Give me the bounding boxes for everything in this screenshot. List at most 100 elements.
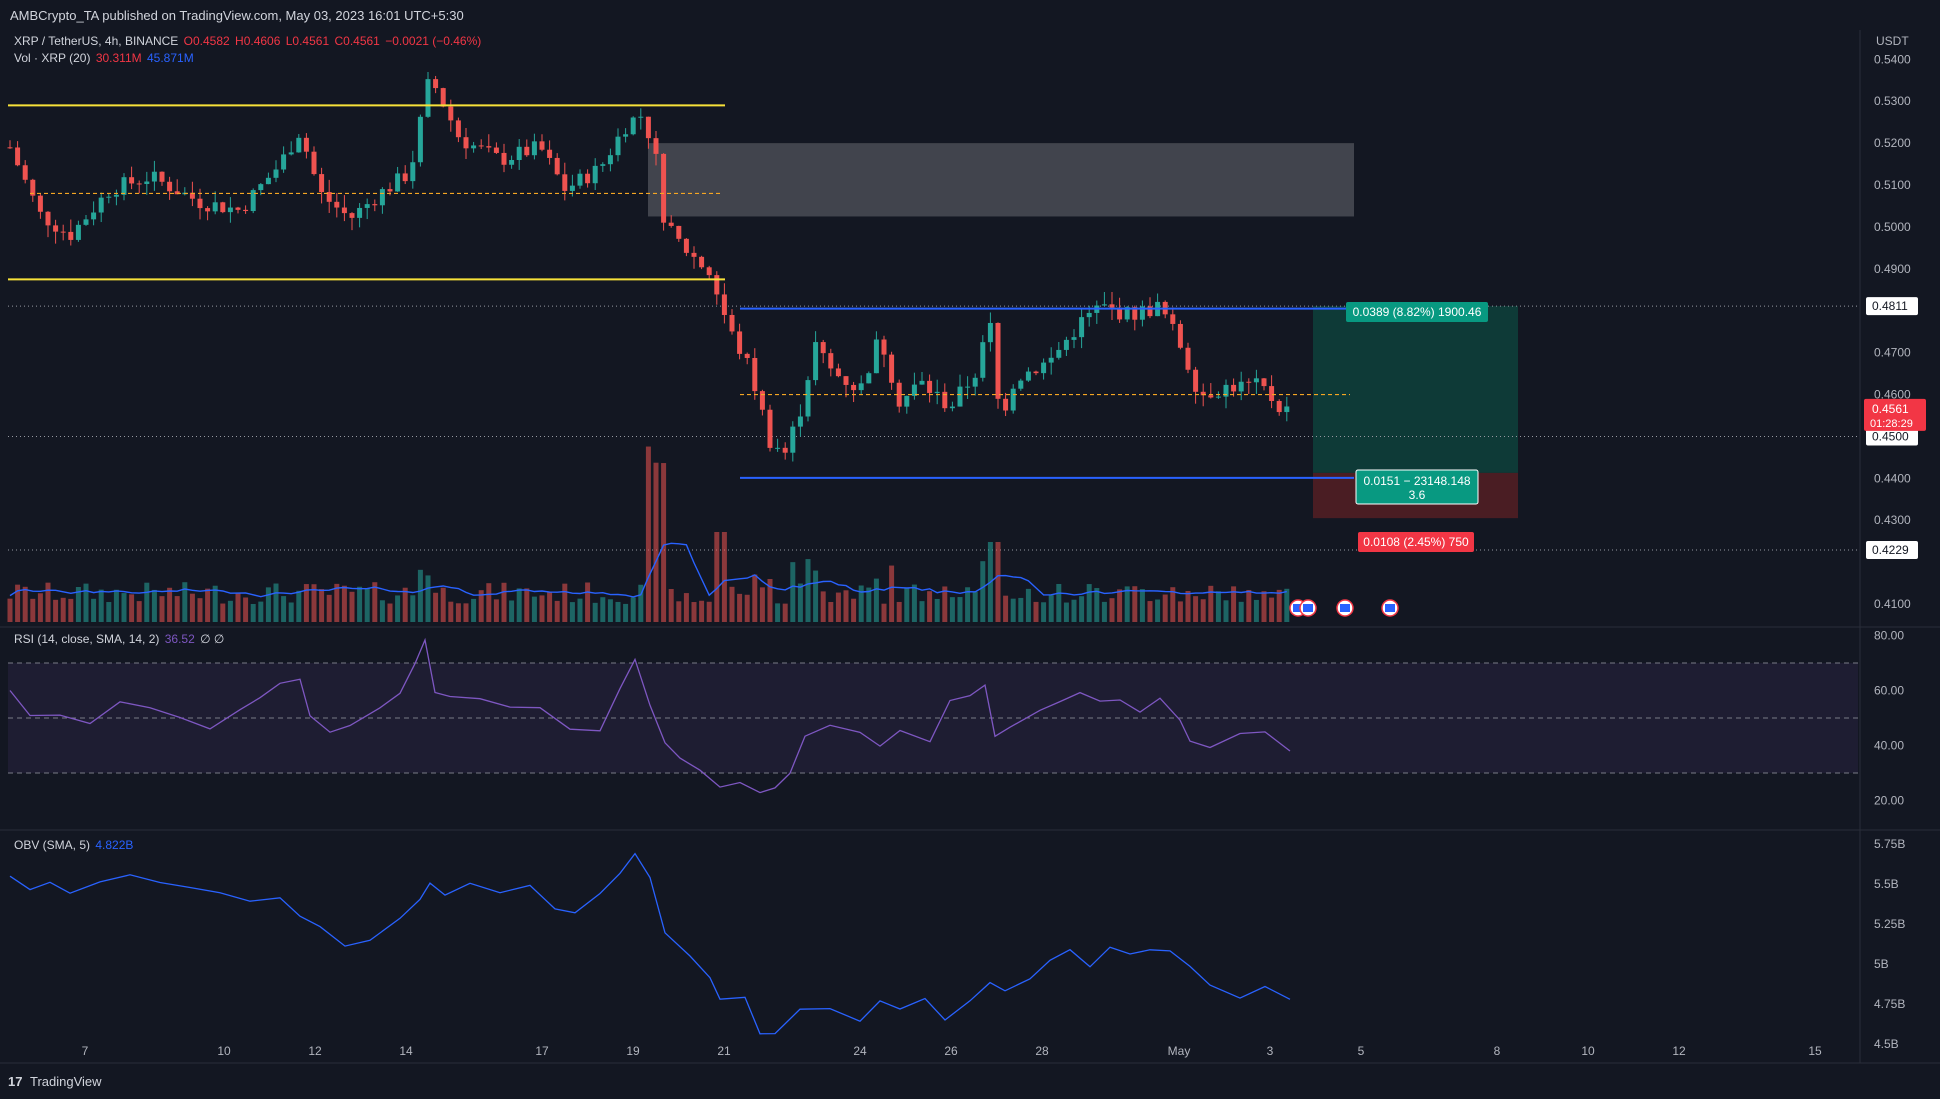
rsi-name[interactable]: RSI (14, close, SMA, 14, 2) bbox=[14, 632, 160, 646]
price-axis-tick: 0.5200 bbox=[1874, 136, 1911, 150]
rsi-band-background bbox=[8, 663, 1858, 773]
price-axis-tick: 0.5100 bbox=[1874, 178, 1911, 192]
candle bbox=[319, 174, 325, 193]
volume-bar bbox=[303, 584, 309, 622]
volume-bar bbox=[509, 600, 515, 622]
volume-bar bbox=[83, 583, 89, 622]
publisher-text: AMBCrypto_TA published on TradingView.co… bbox=[10, 8, 464, 23]
candle bbox=[349, 213, 355, 218]
time-axis-label: 10 bbox=[1581, 1044, 1595, 1058]
candle bbox=[805, 380, 811, 417]
volume-bar bbox=[1253, 599, 1259, 622]
volume-bar bbox=[364, 588, 370, 622]
candle bbox=[326, 192, 332, 202]
volume-bar bbox=[417, 569, 423, 622]
footer-brand[interactable]: 17 TradingView bbox=[8, 1074, 102, 1089]
candle bbox=[91, 212, 97, 220]
main-series-legend[interactable]: XRP / TetherUS, 4h, BINANCE O0.4582 H0.4… bbox=[14, 34, 483, 48]
candle bbox=[904, 395, 910, 407]
candle bbox=[1101, 304, 1107, 306]
entry-label-box bbox=[1355, 469, 1479, 505]
candle bbox=[1109, 304, 1115, 308]
candle bbox=[813, 342, 819, 381]
volume-bar bbox=[547, 592, 553, 622]
supply-zone bbox=[648, 143, 1354, 217]
candle bbox=[364, 204, 370, 208]
volume-bar bbox=[782, 603, 788, 622]
volume-bar bbox=[75, 586, 81, 622]
candle bbox=[934, 391, 940, 393]
volume-bar bbox=[189, 593, 195, 622]
candle bbox=[478, 145, 484, 147]
candle bbox=[410, 162, 416, 182]
volume-bar bbox=[934, 598, 940, 622]
candle bbox=[1215, 396, 1221, 398]
candle bbox=[858, 383, 864, 391]
volume-bar bbox=[486, 583, 492, 622]
candle bbox=[615, 136, 621, 156]
volume-bar bbox=[402, 587, 408, 622]
candle bbox=[296, 137, 302, 153]
obv-name[interactable]: OBV (SMA, 5) bbox=[14, 838, 91, 852]
candle bbox=[957, 386, 963, 407]
candle bbox=[585, 173, 591, 184]
volume-bar bbox=[577, 598, 583, 622]
candle bbox=[1124, 307, 1130, 320]
volume-bar bbox=[182, 582, 188, 622]
rsi-extra: ∅ ∅ bbox=[200, 632, 225, 646]
volume-bar bbox=[843, 590, 849, 622]
marked-level-box bbox=[1866, 427, 1918, 446]
marked-level-box bbox=[1866, 540, 1918, 559]
volume-bar bbox=[813, 570, 819, 622]
volume-bar bbox=[957, 597, 963, 622]
volume-bar bbox=[197, 598, 203, 622]
volume-bar bbox=[866, 587, 872, 622]
volume-name[interactable]: Vol · XRP (20) bbox=[14, 51, 91, 65]
volume-bar bbox=[136, 601, 142, 622]
candle bbox=[683, 238, 689, 253]
volume-bar bbox=[1147, 601, 1153, 622]
volume-bar bbox=[1094, 588, 1100, 622]
volume-bar bbox=[243, 597, 249, 622]
candle bbox=[37, 195, 43, 212]
candle bbox=[258, 184, 264, 191]
volume-bar bbox=[349, 591, 355, 622]
volume-bar bbox=[531, 596, 537, 622]
volume-bar bbox=[972, 591, 978, 622]
candle bbox=[592, 165, 598, 184]
candle bbox=[691, 252, 697, 257]
volume-bar bbox=[1117, 589, 1123, 622]
symbol-label[interactable]: XRP / TetherUS, 4h, BINANCE bbox=[14, 34, 179, 48]
volume-bar bbox=[205, 588, 211, 622]
current-price-label: 0.4561 bbox=[1872, 402, 1909, 416]
candle bbox=[554, 157, 560, 175]
candle bbox=[7, 147, 13, 149]
candle bbox=[645, 116, 651, 139]
volume-bar bbox=[501, 582, 507, 622]
footer-brand-text: TradingView bbox=[30, 1074, 102, 1089]
volume-bar bbox=[1276, 589, 1282, 622]
candle bbox=[699, 256, 705, 268]
obv-axis-tick: 5.5B bbox=[1874, 877, 1899, 891]
volume-bar bbox=[326, 594, 332, 622]
candle bbox=[144, 181, 150, 185]
rsi-legend[interactable]: RSI (14, close, SMA, 14, 2) 36.52 ∅ ∅ bbox=[14, 632, 226, 646]
candle bbox=[790, 426, 796, 453]
volume-bar bbox=[615, 601, 621, 622]
event-flag-icon bbox=[1385, 604, 1395, 612]
marked-level-label: 0.4811 bbox=[1872, 299, 1908, 313]
candle bbox=[167, 181, 173, 192]
candle bbox=[516, 146, 522, 161]
volume-bar bbox=[425, 575, 431, 622]
obv-legend[interactable]: OBV (SMA, 5) 4.822B bbox=[14, 838, 135, 852]
volume-bar bbox=[1200, 599, 1206, 622]
volume-legend[interactable]: Vol · XRP (20) 30.311M 45.871M bbox=[14, 51, 196, 65]
candle bbox=[417, 116, 423, 163]
candle bbox=[486, 146, 492, 148]
candle bbox=[1261, 378, 1267, 387]
volume-bar bbox=[227, 600, 233, 622]
candle bbox=[820, 342, 826, 354]
volume-bar bbox=[820, 591, 826, 622]
candle bbox=[265, 177, 271, 185]
